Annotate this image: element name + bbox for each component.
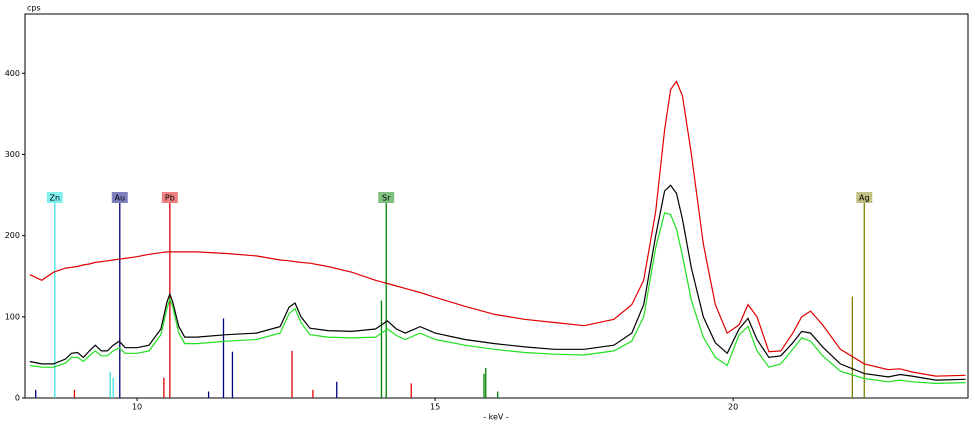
element-label-box bbox=[46, 192, 63, 203]
element-label: Au bbox=[115, 194, 126, 203]
x-tick-label: 20 bbox=[728, 403, 738, 412]
plot-frame bbox=[24, 13, 969, 399]
y-axis-label: cps bbox=[27, 4, 41, 13]
y-tick-label: 100 bbox=[5, 312, 20, 321]
element-label: Pb bbox=[165, 194, 175, 203]
element-label-box bbox=[161, 192, 178, 203]
element-label: Ag bbox=[859, 194, 870, 203]
element-label-box bbox=[111, 192, 128, 203]
y-tick-label: 0 bbox=[15, 394, 20, 403]
x-axis-label: - keV - bbox=[483, 413, 509, 422]
y-tick-label: 400 bbox=[5, 69, 20, 78]
x-tick-label: 15 bbox=[430, 403, 440, 412]
spectrum-line bbox=[29, 212, 966, 385]
element-label-box bbox=[856, 192, 873, 203]
x-tick-label: 10 bbox=[132, 403, 142, 412]
y-tick-label: 200 bbox=[5, 231, 20, 240]
element-label-box bbox=[378, 192, 395, 203]
y-tick-label: 300 bbox=[5, 150, 20, 159]
element-label: Sr bbox=[382, 194, 391, 203]
element-label: Zn bbox=[50, 194, 61, 203]
spectrum-line bbox=[29, 80, 966, 377]
spectrum-line bbox=[29, 184, 966, 381]
